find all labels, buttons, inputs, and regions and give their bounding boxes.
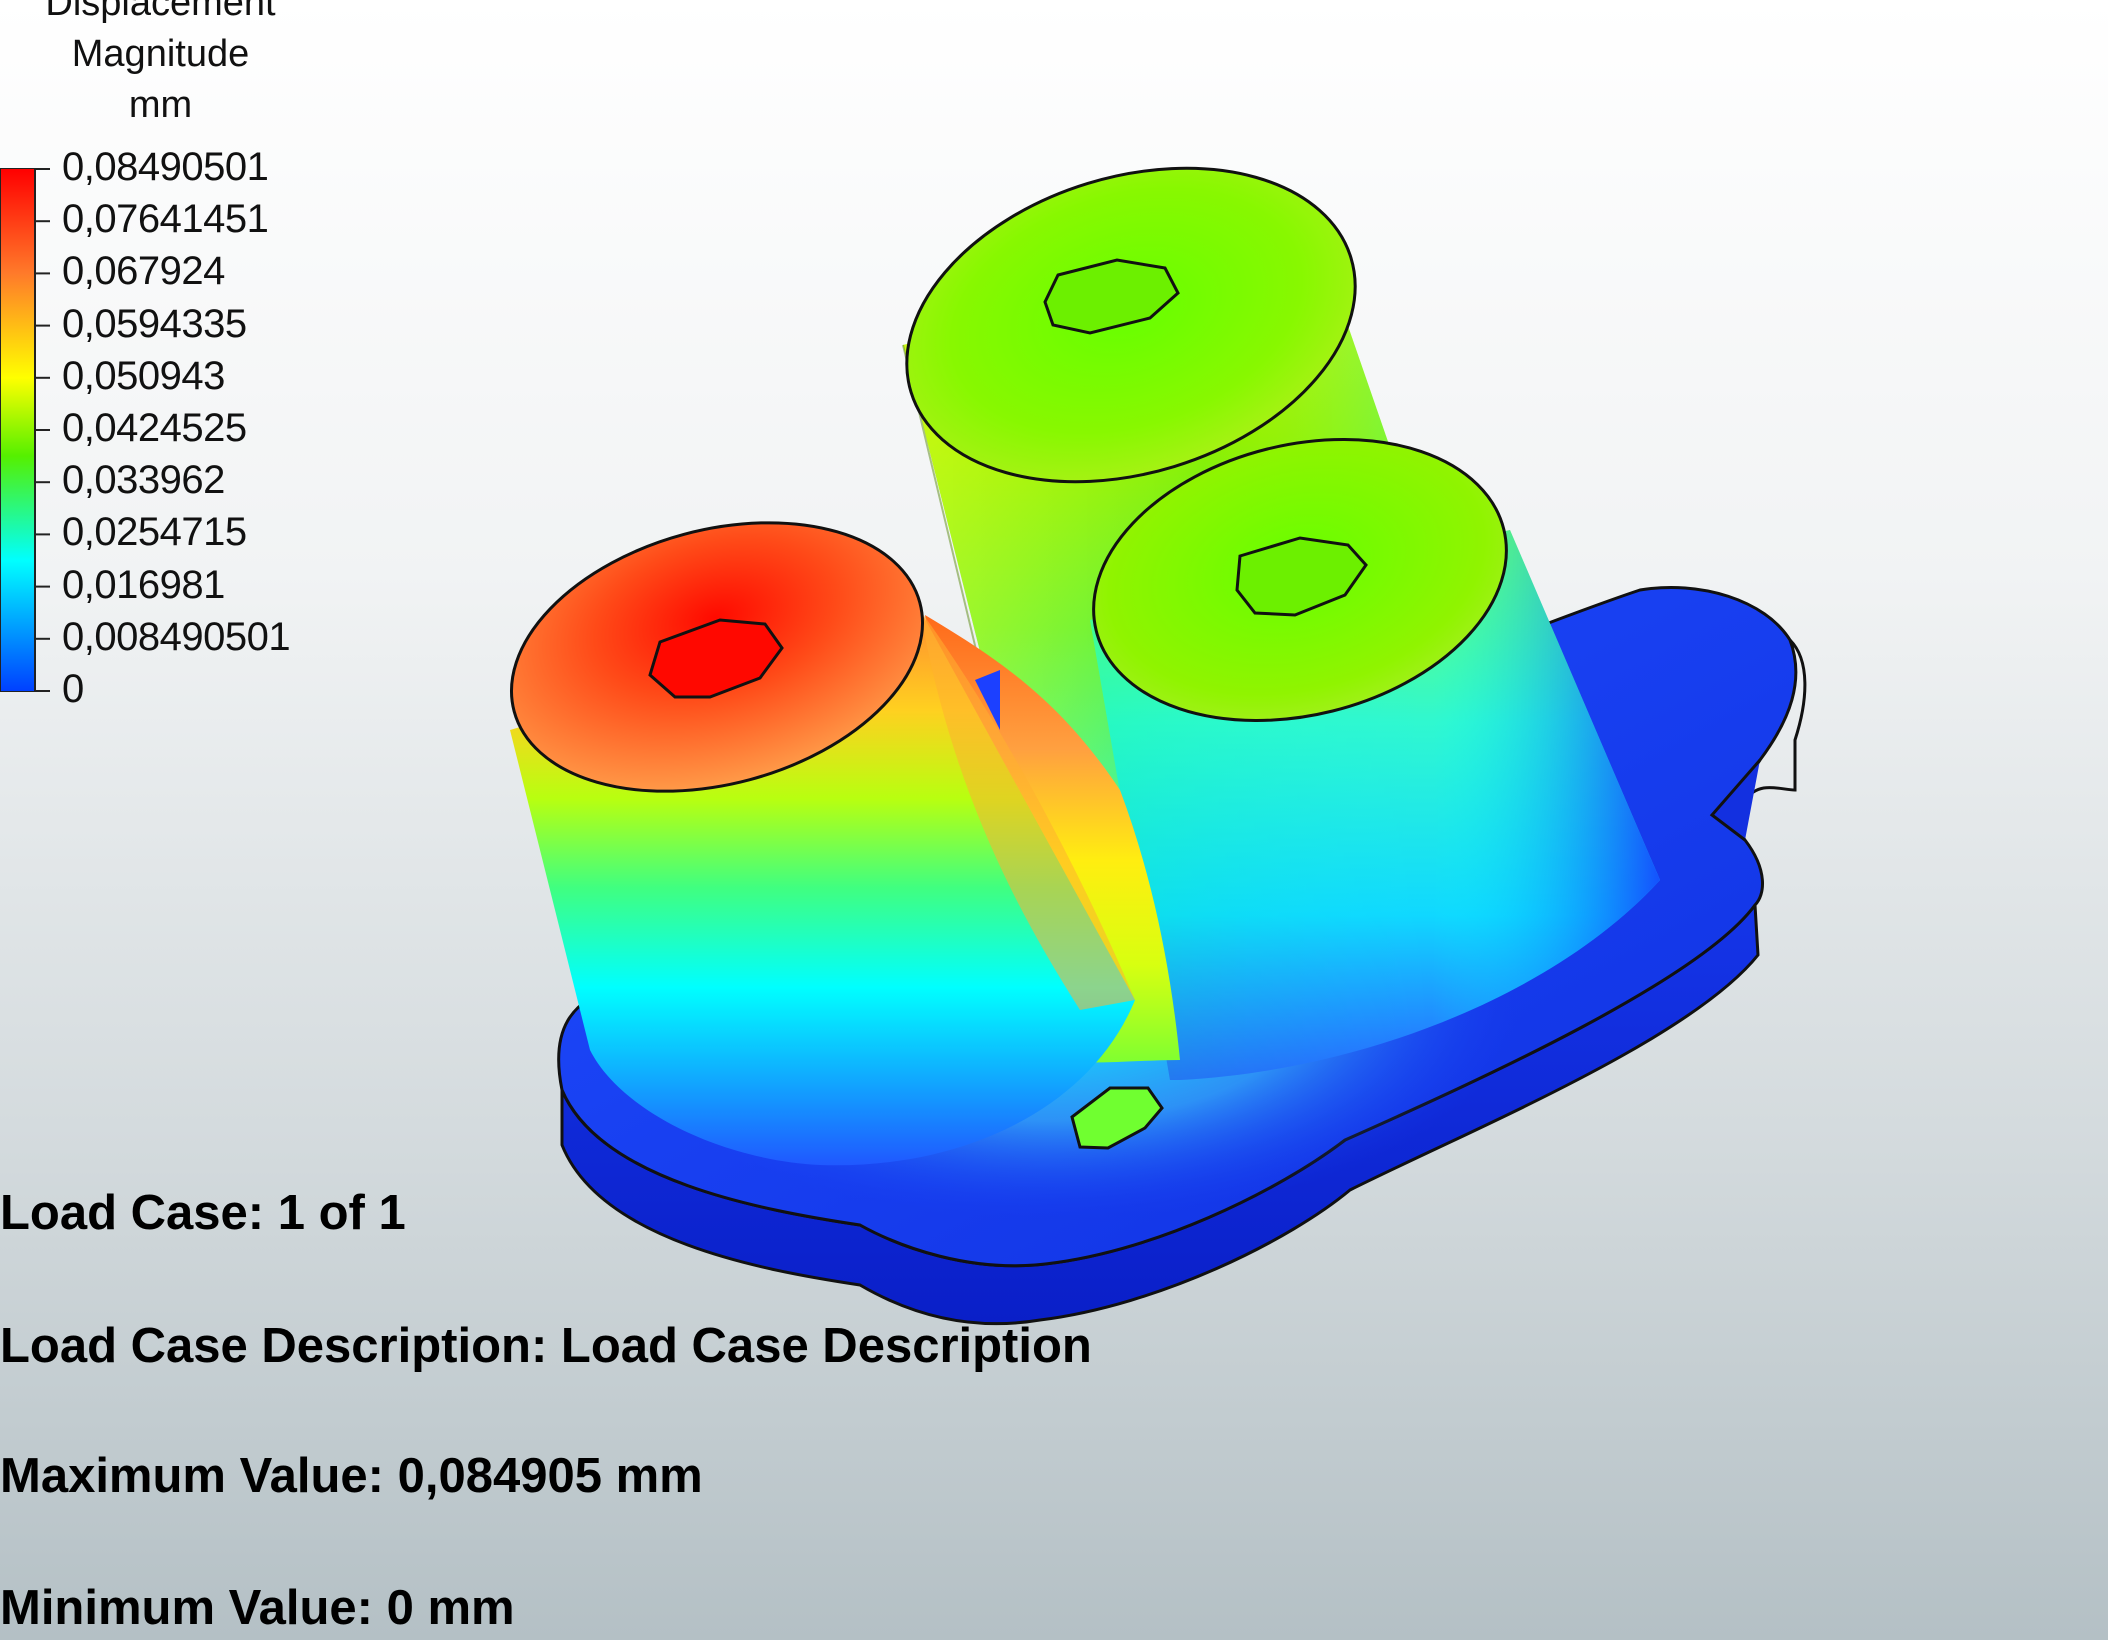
minimum-value-label: Minimum Value: 0 mm bbox=[0, 1581, 515, 1635]
right-cylinder bbox=[1090, 438, 1660, 1080]
legend-label: 0 bbox=[62, 667, 84, 711]
left-cylinder bbox=[510, 521, 1135, 1166]
legend-label: 0,0594335 bbox=[62, 301, 247, 346]
load-case-label: Load Case: 1 of 1 bbox=[0, 1186, 406, 1240]
legend-label: 0,07641451 bbox=[62, 197, 269, 242]
legend-label: 0,0424525 bbox=[62, 406, 247, 450]
legend-label: 0,016981 bbox=[62, 562, 225, 607]
legend-title: Displacement Magnitude mm bbox=[18, 0, 303, 131]
left-cylinder-hole bbox=[648, 618, 784, 699]
right-cylinder-hole bbox=[1235, 536, 1368, 617]
load-case-description-label: Load Case Description: Load Case Descrip… bbox=[0, 1319, 1092, 1373]
legend-label: 0,0254715 bbox=[62, 510, 247, 555]
legend-label: 0,08490501 bbox=[62, 145, 269, 189]
legend-ticks bbox=[34, 168, 50, 692]
legend-label: 0,008490501 bbox=[62, 614, 291, 659]
back-cylinder-top bbox=[905, 166, 1357, 484]
legend-title-line1: Displacement bbox=[45, 0, 276, 24]
maximum-value-label: Maximum Value: 0,084905 mm bbox=[0, 1449, 703, 1503]
legend-label: 0,033962 bbox=[62, 458, 225, 503]
base-hole bbox=[1070, 1086, 1164, 1150]
legend-title-line2: Magnitude bbox=[71, 33, 250, 75]
back-cylinder-hole bbox=[1043, 258, 1180, 335]
legend-unit: mm bbox=[128, 84, 193, 126]
legend-label: 0,050943 bbox=[62, 353, 225, 398]
legend-label: 0,067924 bbox=[62, 249, 225, 294]
